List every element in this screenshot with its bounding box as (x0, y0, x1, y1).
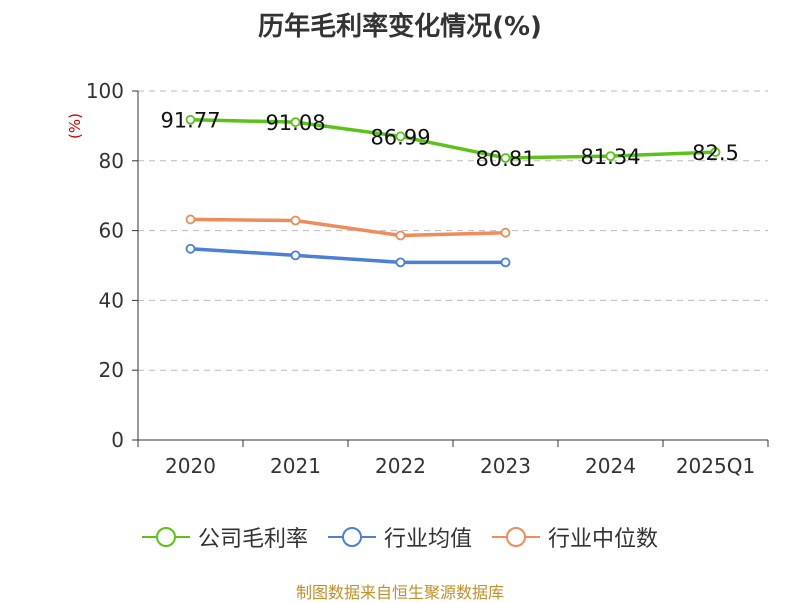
legend-item-company[interactable]: 公司毛利率 (141, 521, 308, 553)
legend-item-industry-avg[interactable]: 行业均值 (327, 521, 472, 553)
x-tick-label: 2022 (375, 454, 426, 478)
legend-item-industry-median[interactable]: 行业中位数 (492, 521, 658, 553)
data-point-industry_avg[interactable] (395, 257, 406, 268)
data-point-industry_median[interactable] (395, 230, 406, 241)
data-point-company[interactable] (605, 151, 616, 162)
data-point-industry_median[interactable] (185, 214, 196, 225)
y-tick-label: 100 (86, 79, 124, 103)
axes: 0 20 40 60 80 100 2020 2021 2022 2023 2024 2025Q1 (86, 79, 769, 478)
y-tick-label: 40 (99, 288, 124, 312)
data-label: 91.08 (265, 111, 325, 135)
x-tick-label: 2024 (585, 454, 636, 478)
legend-label-industry-median: 行业中位数 (548, 527, 659, 552)
data-point-industry_avg[interactable] (290, 250, 301, 261)
y-axis-label: (%) (66, 113, 84, 139)
y-tick-label: 20 (99, 358, 124, 382)
data-label: 81.34 (580, 145, 640, 169)
legend-line-marker-icon (492, 527, 540, 547)
series-line-industry_avg (190, 247, 506, 265)
data-point-industry_avg[interactable] (185, 243, 196, 254)
data-point-company[interactable] (500, 153, 511, 163)
data-point-industry_median[interactable] (500, 227, 511, 238)
y-tick-label: 0 (111, 428, 124, 452)
legend-label-industry-avg: 行业均值 (383, 527, 472, 552)
data-label: 82.5 (692, 141, 739, 165)
data-label: 91.77 (160, 109, 220, 133)
data-labels: 91.77 91.08 86.99 80.81 81.34 82.5 (160, 109, 738, 171)
data-point-company[interactable] (710, 147, 721, 157)
series-lines (185, 114, 721, 268)
y-tick-label: 60 (99, 219, 124, 243)
line-chart: 0 20 40 60 80 100 2020 2021 2022 2023 2024 2025Q1 9… (66, 79, 769, 478)
data-point-company[interactable] (290, 117, 301, 128)
legend-line-marker-icon (141, 527, 190, 547)
series-line-industry_median (190, 217, 506, 238)
x-tick-label: 2021 (270, 454, 321, 478)
y-tick-label: 80 (99, 149, 124, 173)
data-point-industry_avg[interactable] (500, 257, 511, 268)
data-point-industry_median[interactable] (290, 215, 301, 226)
x-tick-label: 2020 (165, 454, 216, 478)
x-tick-label: 2023 (480, 454, 531, 478)
legend-line-marker-icon (327, 527, 376, 547)
data-label: 80.81 (475, 147, 535, 171)
data-point-company[interactable] (185, 114, 196, 125)
series-line-company (190, 117, 716, 160)
source-note: 制图数据来自恒生聚源数据库 (295, 583, 504, 602)
x-tick-label: 2025Q1 (676, 454, 755, 478)
legend: 公司毛利率 行业均值 行业中位数 (0, 521, 800, 553)
grid-lines (138, 90, 768, 371)
chart-title: 历年毛利率变化情况(%) (258, 12, 542, 42)
legend-label-company: 公司毛利率 (197, 527, 308, 552)
data-label: 86.99 (370, 125, 430, 149)
data-point-company[interactable] (395, 131, 406, 142)
